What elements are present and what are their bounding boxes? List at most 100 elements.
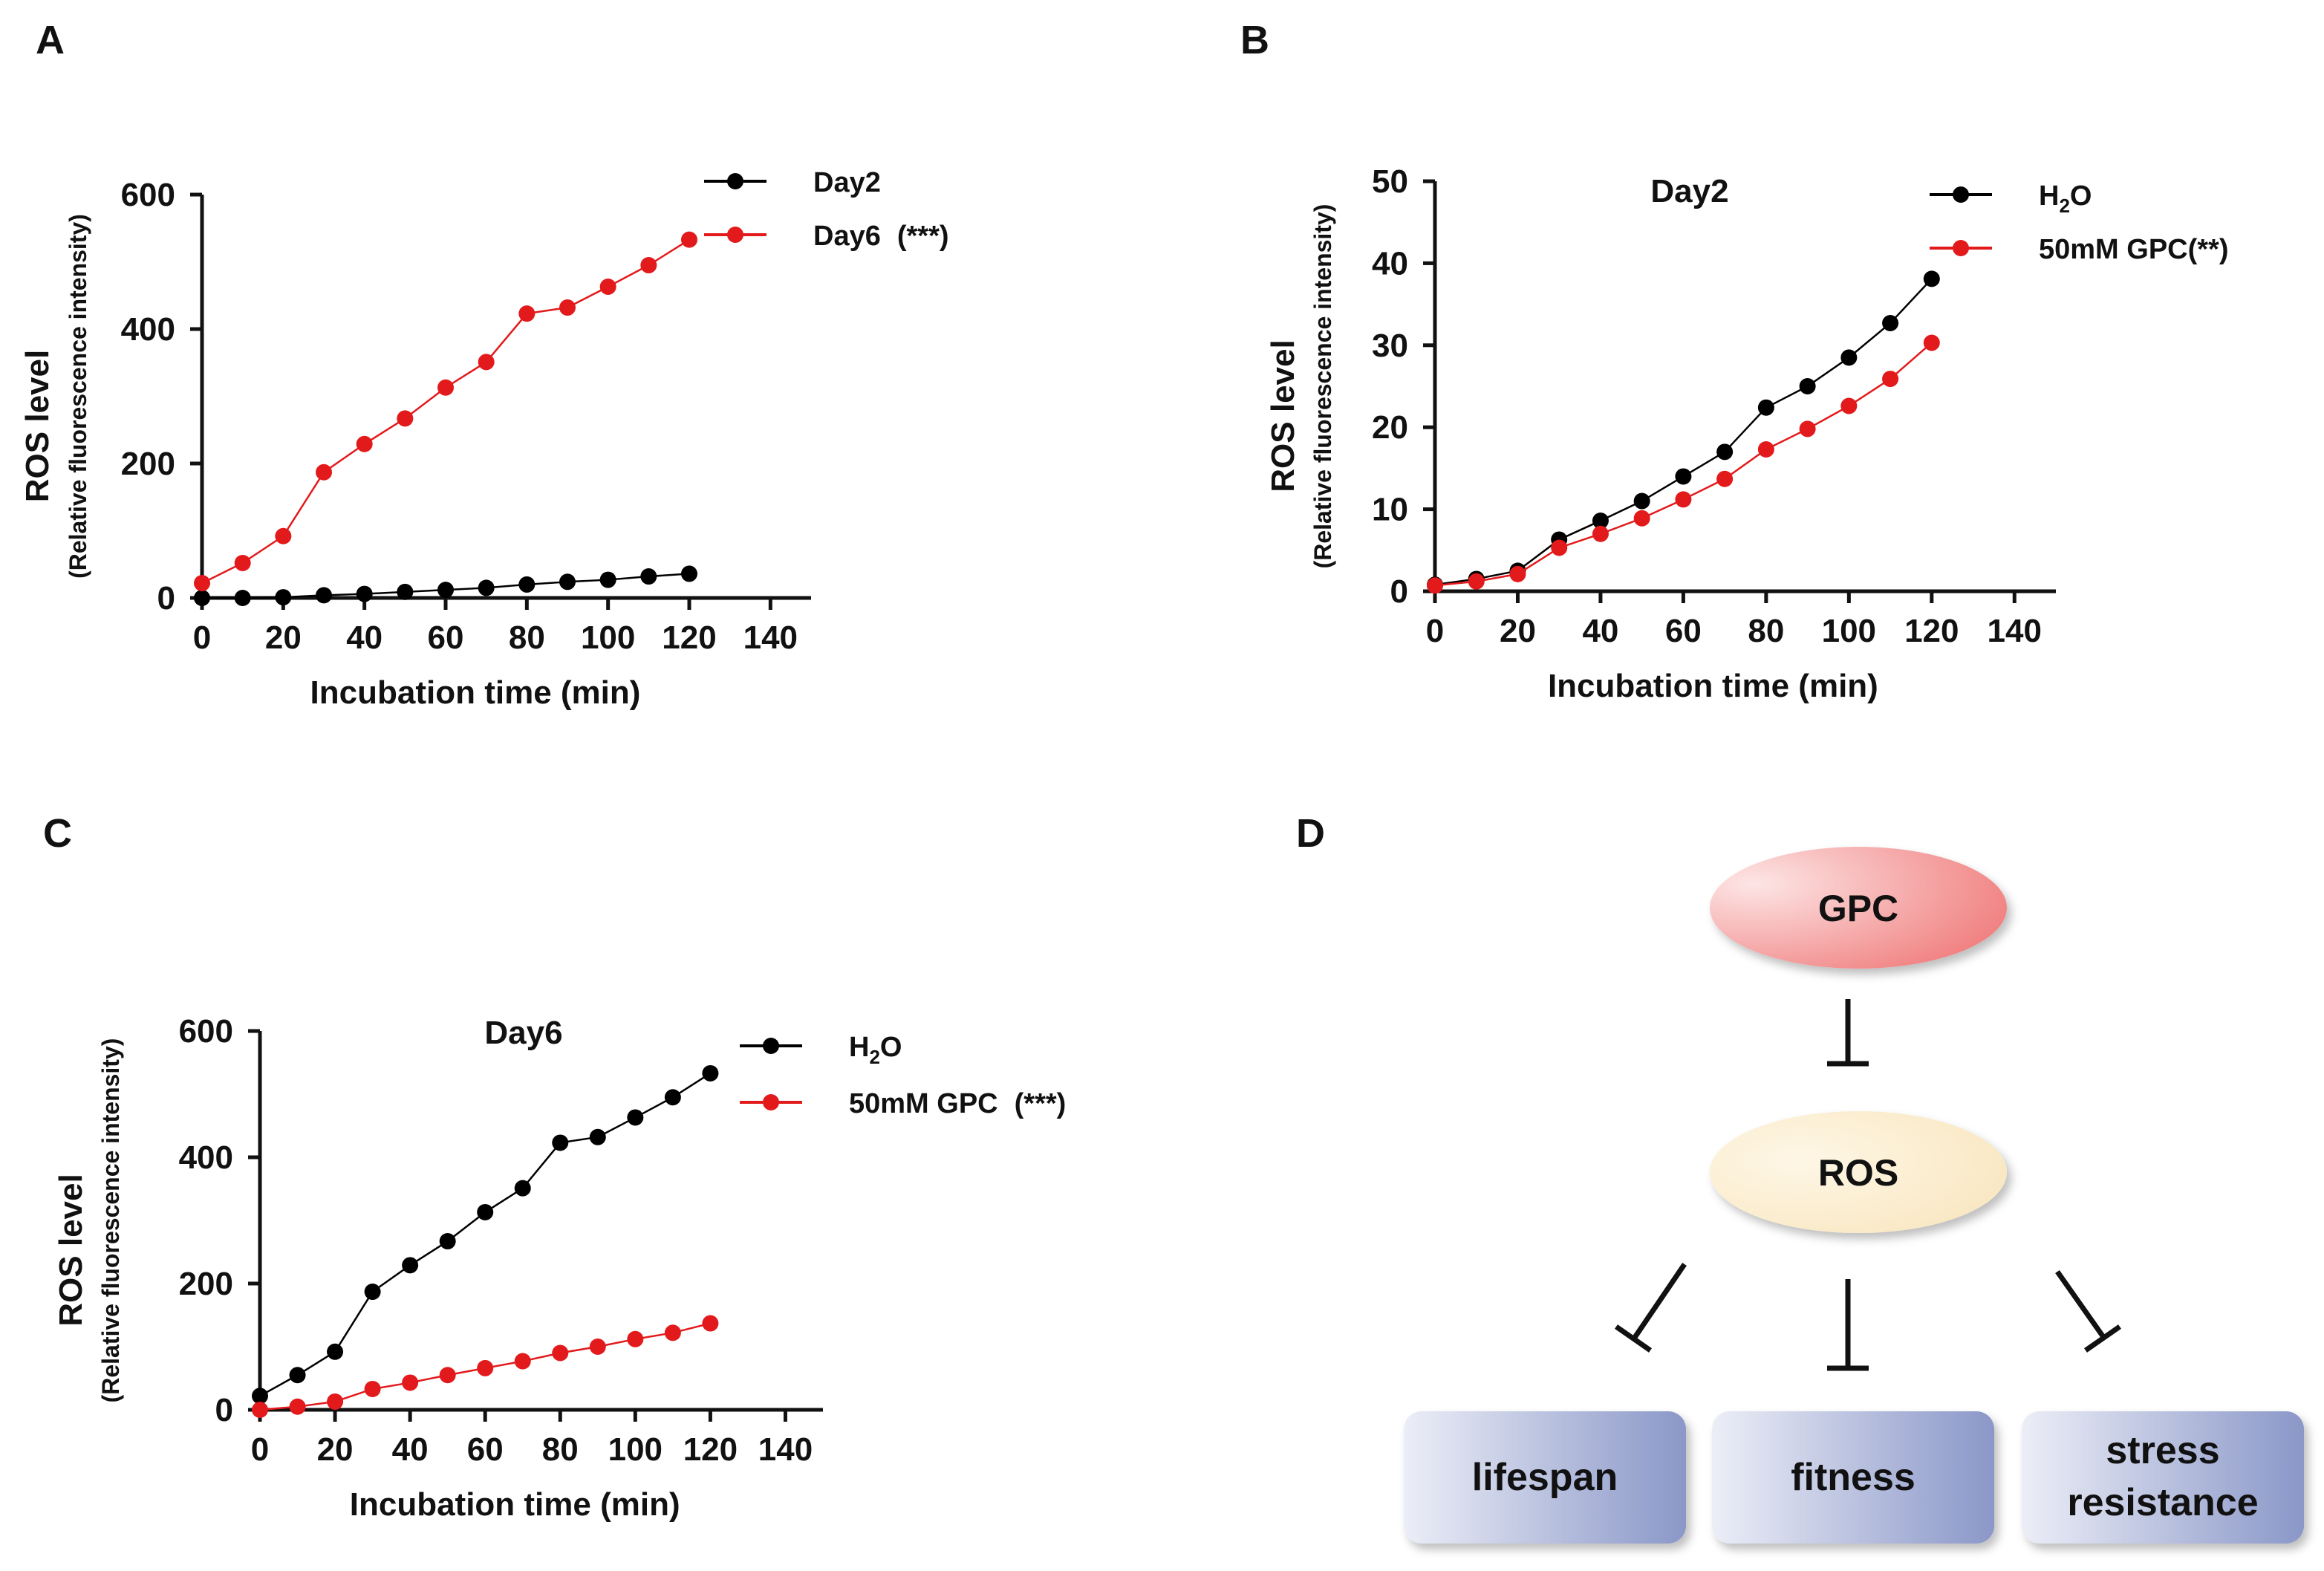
data-point-a-1	[437, 379, 454, 396]
data-point-b-1	[1551, 539, 1568, 556]
x-tick-label-b: 60	[1665, 613, 1702, 649]
data-point-c-1	[327, 1393, 344, 1410]
lifespan-box	[1404, 1411, 1686, 1544]
x-tick-label-a: 0	[193, 619, 211, 656]
data-point-c-0	[477, 1203, 494, 1220]
data-point-b-0	[1840, 349, 1858, 366]
x-tick-label-a: 120	[662, 619, 716, 656]
panel-label-a: A	[36, 18, 65, 62]
chart-panel-b: 0 20 40 60 80 100 120 140 0 10 20 30 40 50 Incubation …	[1265, 163, 2229, 704]
data-point-a-1	[397, 410, 414, 427]
gpc-node	[1710, 847, 2007, 969]
x-tick-label-b: 100	[1822, 613, 1876, 649]
legend-label-b-1: 50mM GPC(**)	[2039, 234, 2229, 265]
y-axis-sublabel-b: (Relative fluorescence intensity)	[1309, 204, 1336, 569]
x-tick-label-a: 100	[581, 619, 635, 656]
legend-label-c-1: 50mM GPC (***)	[849, 1088, 1066, 1119]
fitness-label: fitness	[1791, 1456, 1915, 1499]
data-point-b-1	[1675, 491, 1692, 508]
y-tick-label-c: 200	[179, 1266, 233, 1302]
data-point-b-1	[1840, 397, 1858, 414]
legend-marker-a-1	[727, 227, 743, 243]
y-tick-label-b: 20	[1372, 409, 1408, 446]
y-tick-label-c: 400	[179, 1139, 233, 1176]
y-axis-label-a: ROS level	[19, 350, 56, 502]
data-point-c-1	[402, 1374, 419, 1391]
data-point-c-1	[702, 1315, 719, 1332]
data-point-a-1	[681, 231, 697, 248]
x-tick-label-a: 80	[509, 619, 545, 656]
data-point-c-0	[514, 1180, 531, 1197]
x-tick-label-b: 0	[1426, 613, 1444, 649]
chart-panel-a: 0 20 40 60 80 100 120 140 0 200 400 600 Incubation t…	[19, 167, 949, 711]
data-point-b-1	[1882, 371, 1899, 388]
y-tick-label-c: 600	[179, 1013, 233, 1050]
inhibit-arrow-ros-fitness	[1827, 1279, 1869, 1371]
data-point-b-1	[1799, 420, 1816, 438]
data-point-a-0	[681, 565, 697, 582]
data-point-b-1	[1427, 577, 1443, 594]
x-tick-label-c: 80	[542, 1431, 579, 1468]
data-point-a-0	[275, 589, 292, 606]
data-point-a-0	[194, 590, 210, 606]
x-tick-label-c: 120	[683, 1431, 738, 1468]
data-point-c-0	[364, 1284, 381, 1301]
data-point-c-0	[402, 1257, 419, 1274]
data-point-a-1	[518, 305, 536, 322]
stress-resistance-label-line2: resistance	[2067, 1481, 2258, 1524]
data-point-c-1	[552, 1344, 569, 1362]
panel-label-d: D	[1296, 811, 1325, 856]
data-point-b-0	[1633, 492, 1650, 510]
data-point-c-1	[664, 1324, 681, 1341]
y-tick-label-b: 0	[1390, 573, 1408, 610]
x-tick-label-c: 100	[608, 1431, 663, 1468]
y-tick-label-b: 30	[1372, 328, 1408, 364]
data-point-b-0	[1757, 399, 1774, 416]
data-point-c-0	[702, 1064, 719, 1082]
stress-resistance-label-line1: stress	[2106, 1429, 2219, 1472]
data-point-c-0	[289, 1367, 306, 1384]
x-tick-label-a: 20	[265, 619, 302, 656]
panel-label-c: C	[43, 811, 72, 856]
x-tick-label-c: 140	[758, 1431, 813, 1468]
y-tick-label-c: 0	[215, 1392, 233, 1428]
y-tick-label-b: 50	[1372, 163, 1408, 200]
data-point-c-1	[289, 1398, 306, 1415]
data-point-c-0	[327, 1343, 344, 1360]
y-tick-label-a: 600	[121, 177, 175, 213]
legend-marker-b-1	[1953, 240, 1969, 256]
data-point-c-0	[252, 1388, 268, 1405]
legend-label-b-0: H2O	[2039, 180, 2092, 217]
legend-marker-c-1	[763, 1094, 779, 1110]
data-point-c-0	[552, 1134, 569, 1151]
data-point-a-1	[478, 354, 495, 371]
series-line-c-0	[259, 1072, 712, 1397]
data-point-a-0	[437, 582, 454, 599]
data-point-a-0	[316, 587, 332, 604]
data-point-b-1	[1468, 573, 1485, 590]
data-point-c-0	[589, 1128, 606, 1145]
x-tick-label-b: 140	[1988, 613, 2042, 649]
x-tick-label-b: 80	[1748, 613, 1784, 649]
data-point-a-0	[518, 576, 536, 593]
legend-marker-c-0	[763, 1038, 779, 1054]
data-point-c-1	[364, 1380, 381, 1397]
x-tick-label-c: 0	[251, 1431, 269, 1468]
x-tick-label-a: 40	[346, 619, 383, 656]
inhibit-arrow-ros-stress	[2055, 1269, 2121, 1353]
diagram-panel-d: GPC ROS lifespan fitness stress resistan…	[1404, 847, 2304, 1544]
data-point-a-1	[234, 554, 251, 571]
gpc-label: GPC	[1818, 888, 1898, 929]
series-line-b-0	[1434, 278, 1933, 586]
x-axis-label-a: Incubation time (min)	[310, 674, 641, 711]
legend-label-a-1: Day6 (***)	[813, 221, 949, 252]
data-point-b-0	[1799, 378, 1816, 394]
data-point-a-0	[234, 590, 251, 606]
data-point-a-0	[478, 579, 495, 596]
chart-panel-c: 0 20 40 60 80 100 120 140 0 200 400 600 Incubation t…	[53, 1013, 1066, 1523]
inhibit-arrow-ros-lifespan	[1615, 1263, 1687, 1353]
x-tick-label-a: 60	[428, 619, 464, 656]
y-axis-sublabel-a: (Relative fluorescence intensity)	[65, 214, 91, 579]
data-point-b-0	[1592, 513, 1609, 530]
